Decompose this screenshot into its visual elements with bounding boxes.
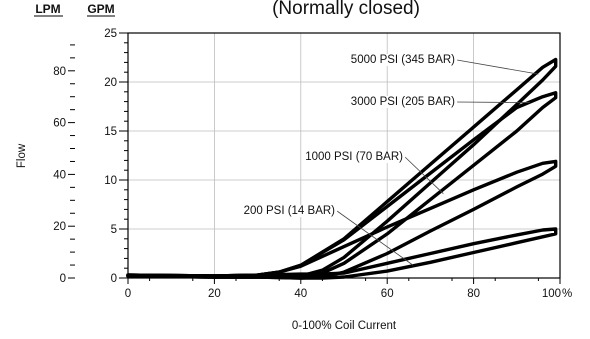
lpm-tick-label: 0 [60, 273, 66, 285]
series-annotation-4: 200 PSI (14 BAR) [244, 205, 336, 217]
series-line-4 [126, 227, 558, 280]
annotation-leaders [336, 59, 539, 266]
series-line-1 [126, 57, 558, 279]
chart-title: (Normally closed) [272, 0, 420, 19]
x-axis-title: 0-100% Coil Current [292, 320, 397, 332]
annotation-backdrop-4 [241, 205, 338, 217]
y-axis-title: Flow [16, 143, 28, 168]
annotation-leader-2 [456, 101, 530, 103]
annotation-backdrop-3 [303, 151, 406, 163]
lpm-tick-label: 80 [53, 66, 66, 78]
gpm-tick-label: 25 [104, 28, 117, 40]
annotation-leader-1 [456, 59, 539, 75]
series-annotation-1: 5000 PSI (345 BAR) [351, 54, 455, 66]
lpm-tick-label: 40 [53, 169, 66, 181]
x-tick-label: 80 [467, 288, 480, 300]
gpm-tick-label: 10 [104, 175, 117, 187]
series [126, 57, 558, 280]
gpm-heading: GPM [87, 2, 114, 16]
lpm-heading: LPM [35, 2, 60, 16]
annotation-backdrop-1 [348, 54, 458, 66]
lpm-tick-label: 20 [53, 221, 66, 233]
tick-labels: 0 20 40 60 80 100 % 0 5 10 15 20 25 0 20 40 60 80 [53, 28, 572, 300]
x-tick-label: 60 [381, 288, 394, 300]
x-tick-label: 0 [125, 288, 131, 300]
x-tick-label: 20 [208, 288, 221, 300]
annotation-leader-4 [336, 210, 414, 266]
annotation-leader-3 [404, 156, 444, 195]
annotations: 5000 PSI (345 BAR) 3000 PSI (205 BAR) 1000… [241, 54, 458, 217]
gpm-tick-label: 15 [104, 126, 117, 138]
x-tick-label: 100 [542, 288, 561, 300]
gpm-tick-label: 0 [111, 273, 117, 285]
annotation-backdrop-2 [348, 96, 458, 108]
series-annotation-3: 1000 PSI (70 BAR) [305, 151, 403, 163]
lpm-tick-label: 60 [53, 118, 66, 130]
series-annotation-2: 3000 PSI (205 BAR) [351, 96, 455, 108]
x-tick-label: 40 [294, 288, 307, 300]
x-unit-label: % [562, 288, 572, 300]
gpm-tick-label: 20 [104, 77, 117, 89]
gpm-tick-label: 5 [111, 224, 117, 236]
